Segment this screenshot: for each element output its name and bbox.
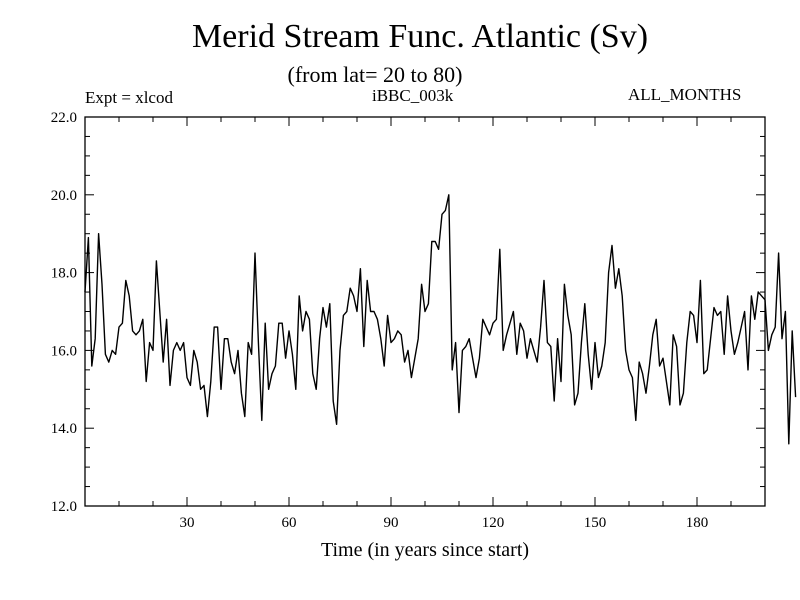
y-tick-label: 18.0 [51, 266, 77, 282]
experiment-label: Expt = xlcod [85, 88, 173, 107]
x-tick-label: 90 [384, 515, 399, 531]
x-tick-label: 180 [686, 515, 709, 531]
series-line [84, 194, 797, 445]
y-tick-label: 14.0 [51, 421, 77, 437]
chart-title: Merid Stream Func. Atlantic (Sv) [191, 18, 649, 55]
x-tick-label: 30 [180, 515, 195, 531]
x-tick-label: 120 [482, 515, 505, 531]
y-tick-label: 16.0 [51, 343, 77, 359]
y-tick-label: 22.0 [51, 110, 77, 126]
period-label: ALL_MONTHS [628, 85, 742, 104]
x-tick-label: 150 [584, 515, 607, 531]
x-tick-label: 60 [282, 515, 297, 531]
x-axis-label: Time (in years since start) [320, 539, 530, 561]
chart-subtitle: (from lat= 20 to 80) [287, 62, 463, 87]
y-tick-label: 12.0 [51, 499, 77, 515]
y-tick-label: 20.0 [51, 188, 77, 204]
run-id-label: iBBC_003k [372, 86, 454, 105]
